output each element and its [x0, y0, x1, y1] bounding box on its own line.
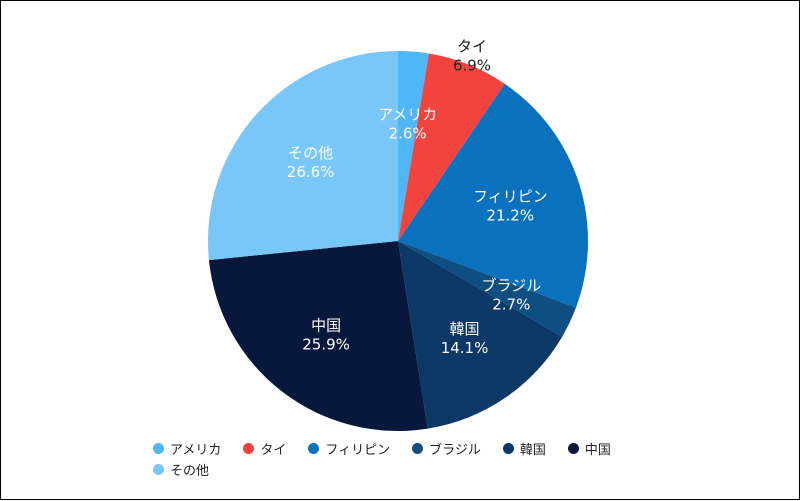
legend-label: フィリピン — [325, 442, 391, 458]
legend-label: 中国 — [584, 442, 611, 458]
legend-item[interactable]: 韓国 — [502, 439, 546, 458]
pie-slice — [398, 51, 429, 241]
pie-slice — [208, 51, 398, 261]
legend-swatch — [502, 442, 514, 454]
legend-swatch — [153, 442, 164, 454]
legend-item[interactable]: その他 — [153, 460, 210, 479]
slice-label-value: 2.7% — [492, 296, 530, 314]
pie-slice — [398, 241, 576, 337]
chart-legend: アメリカ タイ フィリピン ブラジル 韓国 中国その他 — [153, 439, 673, 479]
pie-slice — [398, 83, 588, 308]
legend-label: タイ — [260, 442, 287, 458]
legend-swatch — [567, 442, 579, 454]
legend-label: その他 — [170, 463, 210, 479]
legend-label: ブラジル — [429, 442, 481, 458]
slice-label-value: 25.9% — [302, 335, 350, 353]
slice-label-value: 2.6% — [389, 125, 427, 143]
legend-item[interactable]: タイ — [243, 439, 287, 458]
legend-swatch — [308, 442, 320, 454]
legend-item[interactable]: フィリピン — [308, 439, 391, 458]
legend-swatch — [243, 442, 255, 454]
slice-label-name: フィリピン — [473, 187, 548, 205]
slice-label-name: タイ — [457, 38, 487, 56]
legend-item[interactable]: アメリカ — [153, 439, 222, 458]
slice-label-name: 韓国 — [450, 320, 480, 338]
slice-label-name: その他 — [288, 144, 333, 162]
pie-slice — [398, 53, 505, 242]
slice-label-value: 14.1% — [441, 339, 489, 357]
pie-slice — [398, 241, 563, 429]
legend-swatch — [412, 442, 424, 454]
slice-label-value: 21.2% — [486, 206, 534, 224]
slice-label-value: 6.9% — [453, 57, 491, 75]
pie-slice — [208, 241, 428, 432]
slice-label-name: ブラジル — [481, 277, 541, 295]
legend-label: 韓国 — [519, 442, 546, 458]
legend-item[interactable]: 中国 — [567, 439, 611, 458]
slice-label-name: アメリカ — [378, 106, 437, 124]
slice-label-name: 中国 — [311, 316, 341, 334]
slice-label-value: 26.6% — [287, 163, 335, 181]
legend-item[interactable]: ブラジル — [412, 439, 481, 458]
slice-label: タイ6.9% — [453, 38, 491, 75]
legend-label: アメリカ — [170, 442, 222, 458]
legend-swatch — [153, 463, 164, 475]
